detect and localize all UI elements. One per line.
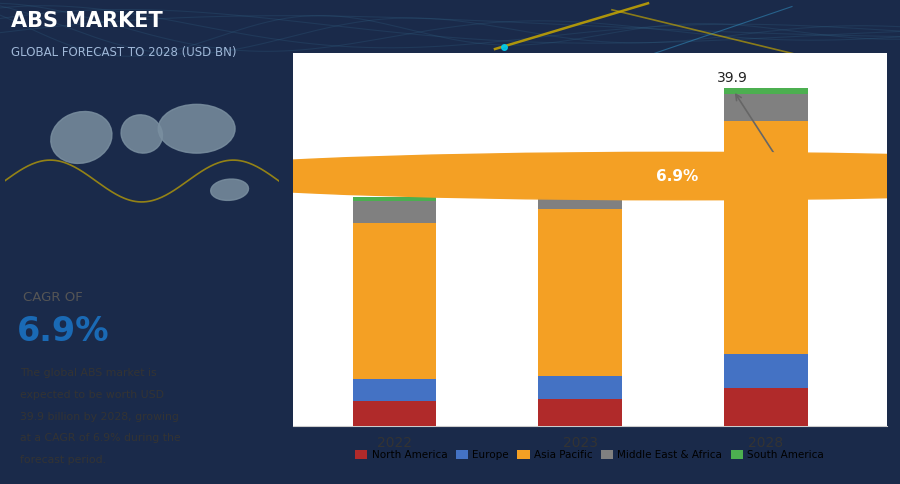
Text: expected to be worth USD: expected to be worth USD xyxy=(20,390,164,400)
Bar xyxy=(724,121,807,354)
Bar xyxy=(353,401,436,426)
Ellipse shape xyxy=(211,179,248,200)
Bar xyxy=(724,94,807,121)
Bar xyxy=(538,188,622,209)
Bar xyxy=(724,388,807,426)
Bar xyxy=(353,223,436,379)
Text: The global ABS market is: The global ABS market is xyxy=(20,368,157,378)
Legend: North America, Europe, Asia Pacific, Middle East & Africa, South America: North America, Europe, Asia Pacific, Mid… xyxy=(351,446,828,464)
Bar xyxy=(724,354,807,388)
Text: 39.9 billion by 2028, growing: 39.9 billion by 2028, growing xyxy=(20,411,179,422)
Bar xyxy=(538,399,622,426)
Text: 28.6: 28.6 xyxy=(531,166,562,180)
Bar xyxy=(353,201,436,223)
Text: ABS MARKET: ABS MARKET xyxy=(11,11,163,31)
Bar xyxy=(538,376,622,399)
Ellipse shape xyxy=(122,115,162,153)
Bar xyxy=(538,209,622,376)
Bar xyxy=(353,379,436,401)
Bar xyxy=(724,88,807,94)
Text: CAGR OF: CAGR OF xyxy=(22,291,83,304)
Ellipse shape xyxy=(50,111,112,164)
Ellipse shape xyxy=(158,105,235,153)
Text: 6.9%: 6.9% xyxy=(655,168,698,183)
Text: at a CAGR of 6.9% during the: at a CAGR of 6.9% during the xyxy=(20,433,181,443)
Circle shape xyxy=(157,152,900,200)
Text: 6.9%: 6.9% xyxy=(17,315,110,348)
Text: forecast period.: forecast period. xyxy=(20,455,106,465)
Text: 39.9: 39.9 xyxy=(716,71,748,85)
Text: 27.0: 27.0 xyxy=(346,180,376,194)
Text: GLOBAL FORECAST TO 2028 (USD BN): GLOBAL FORECAST TO 2028 (USD BN) xyxy=(11,46,237,59)
Bar xyxy=(353,197,436,201)
Bar xyxy=(538,183,622,188)
